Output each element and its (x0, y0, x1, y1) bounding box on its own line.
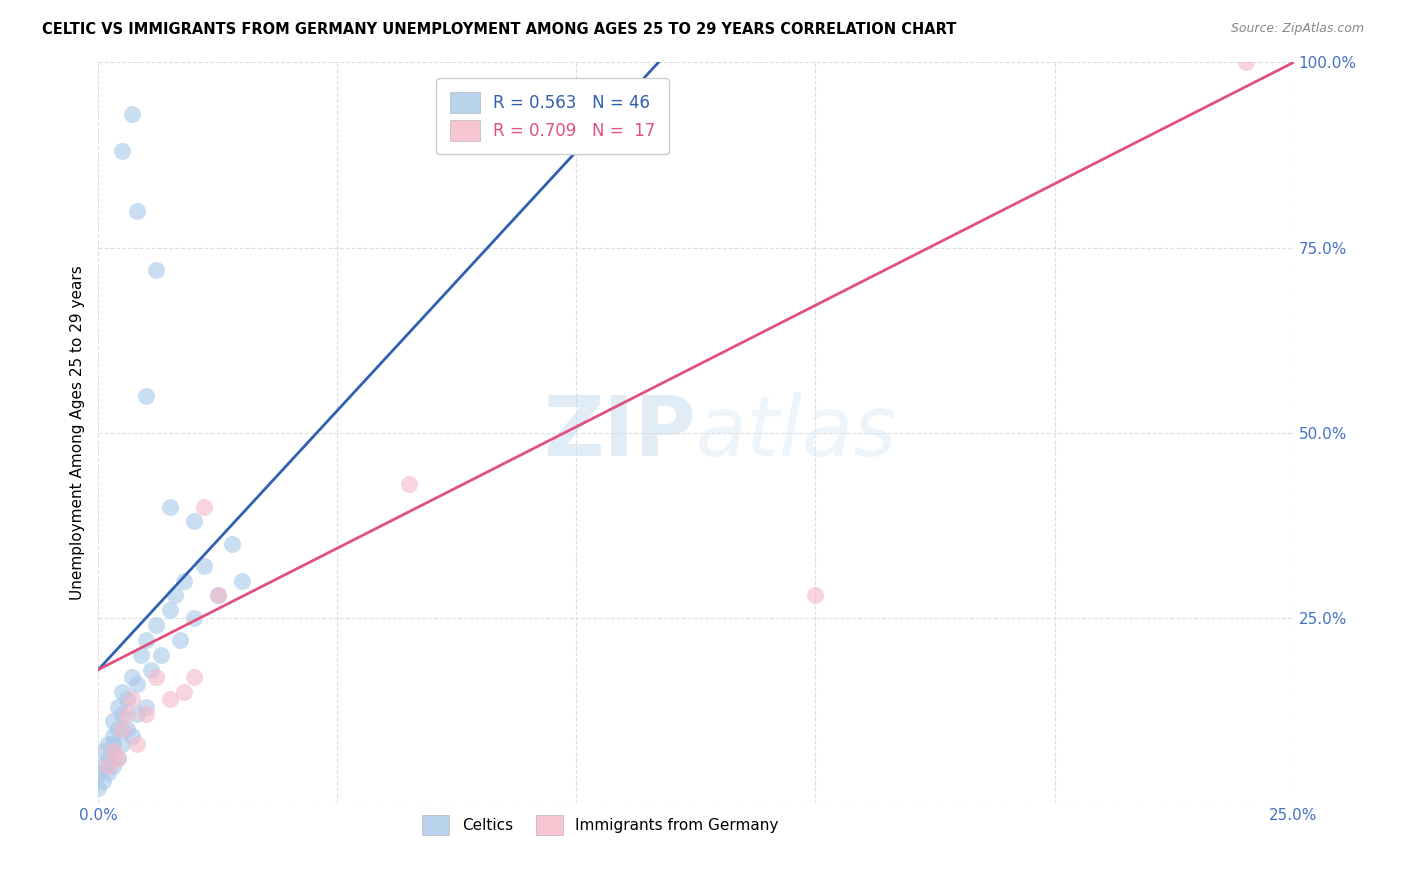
Point (169, 632, 191, 647)
Point (207, 589, 229, 603)
Point (107, 751, 129, 765)
Point (107, 699, 129, 714)
Point (121, 107, 143, 121)
Point (207, 589, 229, 603)
Point (111, 737, 134, 751)
Point (173, 574, 195, 588)
Point (87, 780, 110, 795)
Y-axis label: Unemployment Among Ages 25 to 29 years: Unemployment Among Ages 25 to 29 years (69, 265, 84, 600)
Point (145, 262, 167, 277)
Point (115, 692, 138, 706)
Point (97, 737, 120, 751)
Point (159, 603, 181, 617)
Point (101, 744, 124, 758)
Point (193, 558, 215, 573)
Point (139, 663, 162, 677)
Point (101, 729, 124, 743)
Point (183, 515, 205, 529)
Point (87, 766, 110, 780)
Point (135, 388, 157, 402)
Point (91, 758, 114, 772)
Point (97, 766, 120, 780)
Point (125, 203, 148, 218)
Point (183, 670, 205, 684)
Point (101, 737, 124, 751)
Point (125, 677, 148, 691)
Text: ZIP: ZIP (544, 392, 696, 473)
Point (131, 648, 153, 662)
Point (183, 610, 205, 624)
Point (101, 714, 124, 729)
Point (115, 722, 138, 736)
Point (97, 758, 120, 772)
Text: atlas: atlas (696, 392, 897, 473)
Point (121, 692, 143, 706)
Point (135, 699, 157, 714)
Point (804, 589, 827, 603)
Point (398, 477, 420, 491)
Point (1234, 55, 1257, 70)
Text: Source: ZipAtlas.com: Source: ZipAtlas.com (1230, 22, 1364, 36)
Point (125, 706, 148, 721)
Point (121, 729, 143, 743)
Point (91, 744, 114, 758)
Point (115, 706, 138, 721)
Point (159, 500, 181, 514)
Point (125, 737, 148, 751)
Point (145, 670, 167, 684)
Point (107, 751, 129, 765)
Text: CELTIC VS IMMIGRANTS FROM GERMANY UNEMPLOYMENT AMONG AGES 25 TO 29 YEARS CORRELA: CELTIC VS IMMIGRANTS FROM GERMANY UNEMPL… (42, 22, 956, 37)
Point (163, 589, 186, 603)
Point (91, 773, 114, 788)
Point (135, 706, 157, 721)
Point (221, 536, 243, 550)
Legend: Celtics, Immigrants from Germany: Celtics, Immigrants from Germany (409, 803, 792, 847)
Point (121, 670, 143, 684)
Point (145, 618, 167, 632)
Point (111, 722, 134, 736)
Point (193, 500, 215, 514)
Point (149, 648, 172, 662)
Point (111, 685, 134, 699)
Point (231, 574, 253, 588)
Point (97, 751, 120, 765)
Point (111, 145, 134, 159)
Point (101, 758, 124, 772)
Point (111, 706, 134, 721)
Point (135, 632, 157, 647)
Point (107, 722, 129, 736)
Point (173, 685, 195, 699)
Point (159, 692, 181, 706)
